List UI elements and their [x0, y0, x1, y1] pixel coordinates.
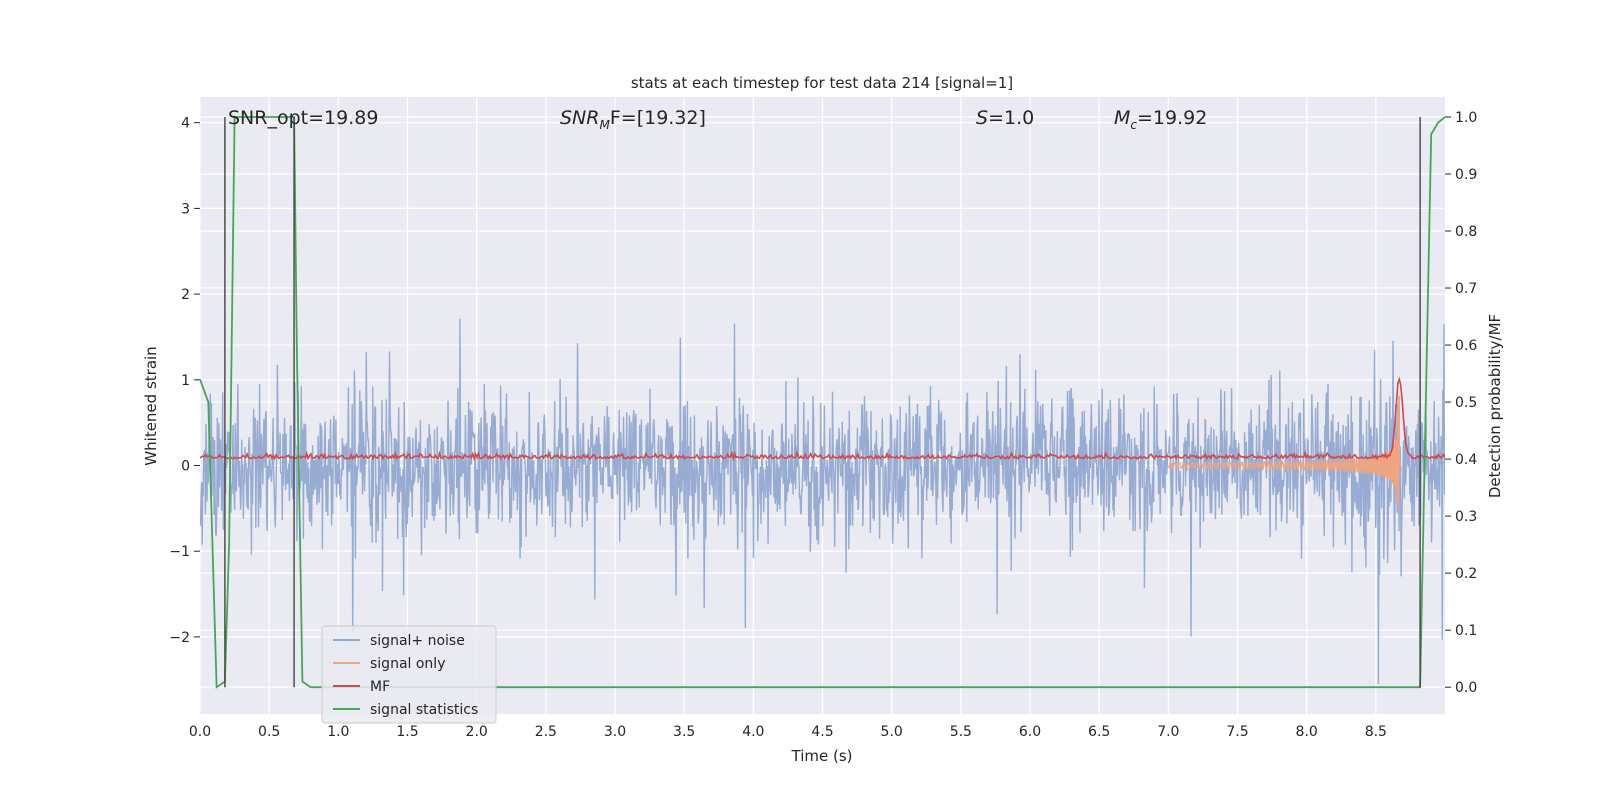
y-left-tick-label: 2 — [181, 287, 190, 303]
legend-box — [321, 625, 497, 724]
annotation-mc: Mc=19.92 — [1114, 107, 1207, 132]
legend-label-signal-noise: signal+ noise — [370, 633, 465, 649]
y-right-tick-label: 0.1 — [1455, 623, 1477, 639]
annotation-snr-opt: SNR_opt=19.89 — [228, 107, 378, 129]
x-tick-label: 0.0 — [189, 724, 211, 740]
y-axis-label-right: Detection probability/MF — [1486, 314, 1504, 498]
x-tick-label: 3.5 — [673, 724, 695, 740]
y-right-tick-label: 1.0 — [1455, 110, 1477, 126]
mf-line — [200, 376, 1445, 462]
y-right-tick-label: 0.3 — [1455, 509, 1477, 525]
y-right-tick-label: 0.5 — [1455, 395, 1477, 411]
x-tick-label: 8.5 — [1365, 724, 1387, 740]
x-tick-label: 4.0 — [742, 724, 764, 740]
legend-label-signal-statistics: signal statistics — [370, 702, 478, 718]
legend-label-mf: MF — [370, 679, 390, 695]
x-tick-label: 5.0 — [881, 724, 903, 740]
x-tick-label: 7.0 — [1157, 724, 1179, 740]
legend: signal+ noise signal only MF signal stat… — [321, 625, 497, 724]
series-layer — [200, 116, 1445, 689]
y-right-tick-label: 0.6 — [1455, 338, 1477, 354]
x-tick-label: 3.0 — [604, 724, 626, 740]
x-tick-label: 1.0 — [327, 724, 349, 740]
y-left-tick-label: −2 — [169, 630, 190, 646]
signal-statistics-line — [200, 116, 1445, 689]
x-tick-label: 6.0 — [1019, 724, 1041, 740]
y-left-tick-label: 0 — [181, 458, 190, 474]
x-tick-label: 1.5 — [396, 724, 418, 740]
y-right-tick-label: 0.4 — [1455, 452, 1477, 468]
signal-only-line — [1167, 395, 1403, 509]
x-tick-label: 6.5 — [1088, 724, 1110, 740]
y-left-tick-label: 1 — [181, 373, 190, 389]
chart-title: stats at each timestep for test data 214… — [631, 74, 1013, 92]
y-right-tick-label: 0.7 — [1455, 281, 1477, 297]
x-tick-label: 5.5 — [950, 724, 972, 740]
y-right-tick-label: 0.0 — [1455, 680, 1477, 696]
signal-noise-line — [200, 318, 1445, 685]
y-right-tick-label: 0.8 — [1455, 224, 1477, 240]
y-right-tick-label: 0.2 — [1455, 566, 1477, 582]
annotation-s: S=1.0 — [976, 107, 1034, 129]
tick-labels: 0.0 0.5 1.0 1.5 2.0 2.5 3.0 3.5 4.0 4.5 5.0 5.5 6.0 6… — [169, 110, 1477, 740]
x-tick-label: 7.5 — [1226, 724, 1248, 740]
x-tick-label: 8.0 — [1296, 724, 1318, 740]
x-tick-label: 2.0 — [466, 724, 488, 740]
annotation-snr-mf: SNRMF=[19.32] — [560, 107, 706, 132]
x-tick-label: 2.5 — [535, 724, 557, 740]
x-tick-label: 0.5 — [258, 724, 280, 740]
y-right-tick-label: 0.9 — [1455, 167, 1477, 183]
x-tick-label: 4.5 — [811, 724, 833, 740]
x-axis-label: Time (s) — [791, 747, 853, 765]
y-left-tick-label: −1 — [169, 544, 190, 560]
y-axis-label-left: Whitened strain — [142, 346, 160, 465]
y-left-tick-label: 4 — [181, 116, 190, 132]
y-left-tick-label: 3 — [181, 201, 190, 217]
legend-label-signal-only: signal only — [370, 656, 445, 672]
